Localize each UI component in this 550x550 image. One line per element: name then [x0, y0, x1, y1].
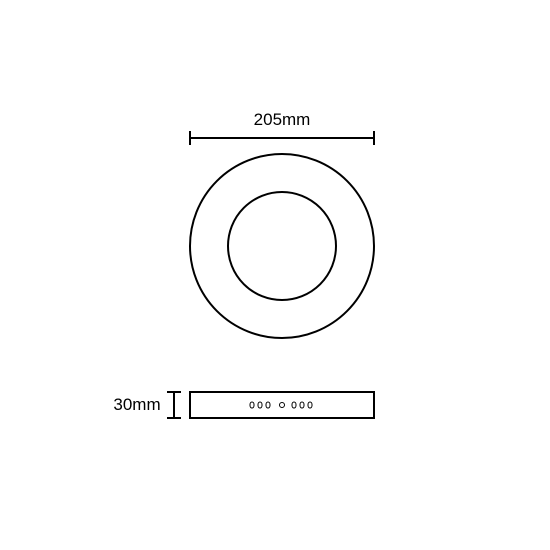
width-dimension-label: 205mm [254, 110, 311, 129]
height-dimension-label: 30mm [113, 395, 160, 414]
